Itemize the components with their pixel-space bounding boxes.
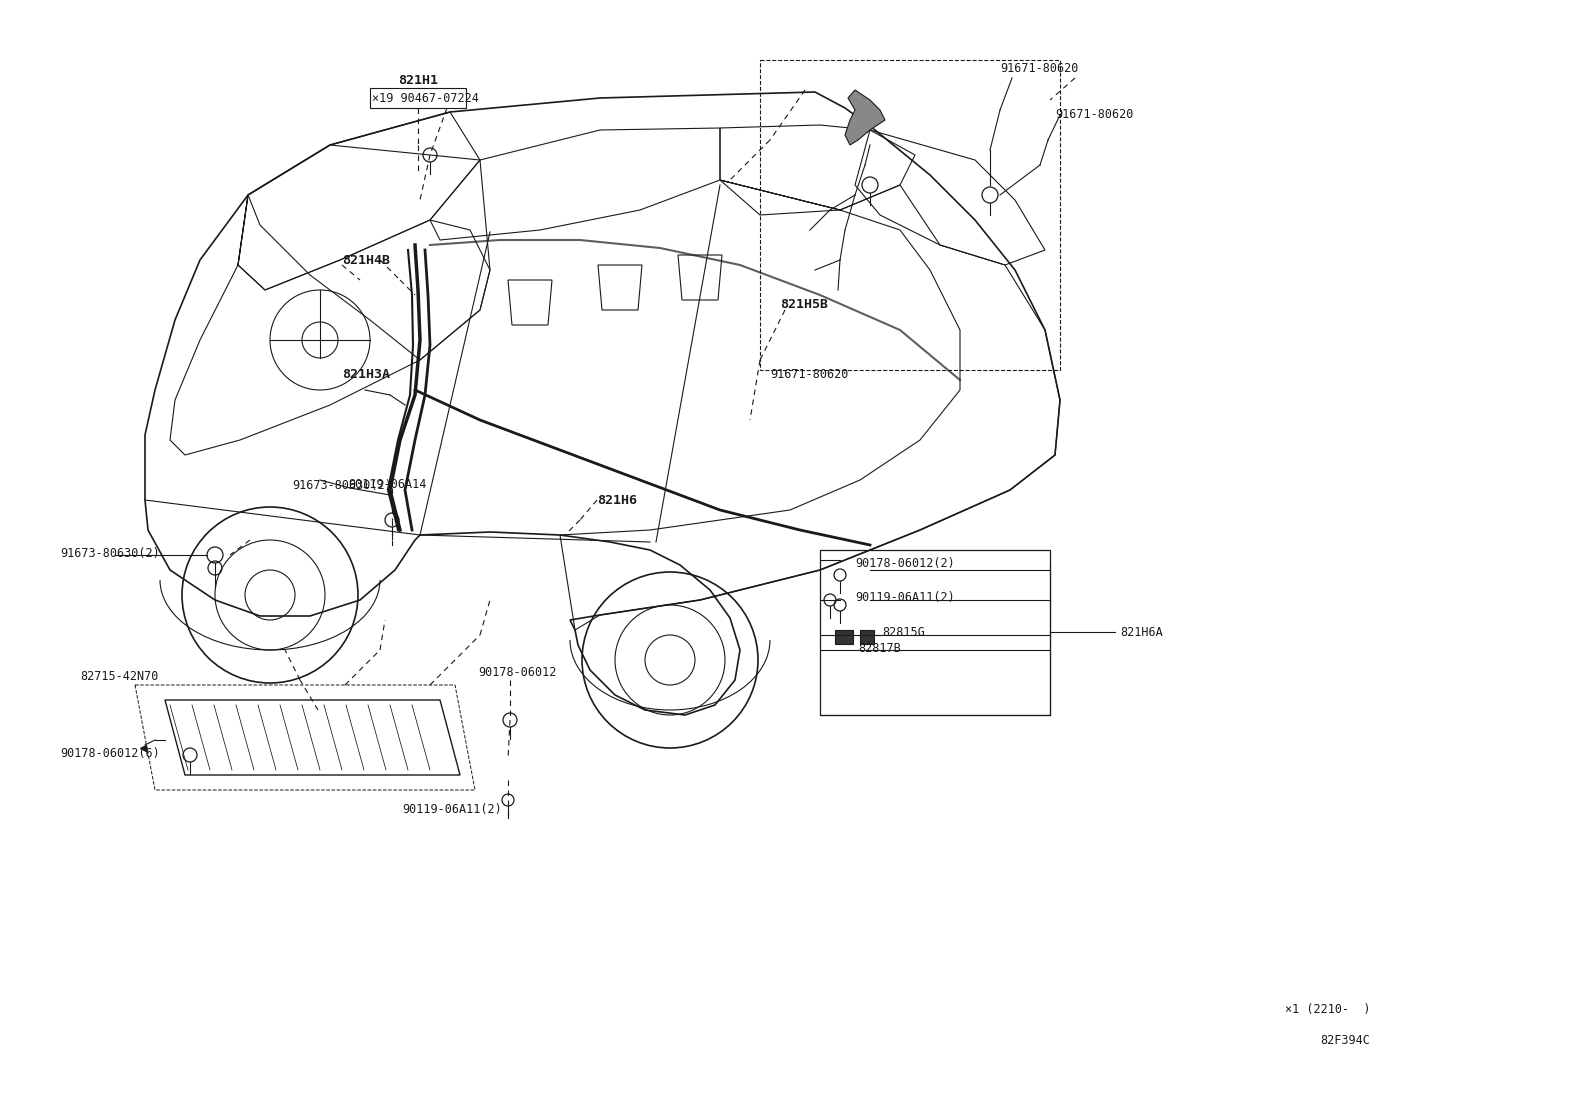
Text: 82F394C: 82F394C — [1320, 1033, 1369, 1046]
Text: 821H3A: 821H3A — [342, 368, 390, 381]
Text: 821H5B: 821H5B — [780, 299, 828, 311]
Text: 90119-06A14: 90119-06A14 — [349, 478, 427, 491]
Text: 90178-06012: 90178-06012 — [478, 666, 556, 678]
Text: 90178-06012(2): 90178-06012(2) — [855, 556, 955, 569]
Text: 91671-80620: 91671-80620 — [771, 368, 849, 381]
Bar — [860, 630, 874, 644]
Bar — [834, 630, 853, 644]
Bar — [759, 60, 1060, 370]
Text: 821H1: 821H1 — [398, 74, 438, 87]
Bar — [820, 550, 1051, 715]
Text: 821H6: 821H6 — [597, 493, 637, 507]
Text: ×1 (2210-  ): ×1 (2210- ) — [1285, 1003, 1371, 1017]
Bar — [369, 88, 466, 108]
Text: 821H6A: 821H6A — [1121, 625, 1162, 639]
Text: 821H4B: 821H4B — [342, 254, 390, 266]
Text: 91673-80630(2): 91673-80630(2) — [291, 478, 392, 491]
Text: 90119-06A11(2): 90119-06A11(2) — [403, 803, 501, 817]
Polygon shape — [845, 90, 885, 145]
Text: 82715-42N70: 82715-42N70 — [80, 670, 158, 684]
Text: 91673-80630(2): 91673-80630(2) — [60, 546, 159, 559]
Text: 82817B: 82817B — [858, 643, 901, 655]
Text: 82815G: 82815G — [882, 626, 925, 640]
Text: 91671-80620: 91671-80620 — [1000, 62, 1078, 75]
Text: 90178-06012(6): 90178-06012(6) — [60, 746, 159, 759]
Text: 91671-80620: 91671-80620 — [1055, 109, 1134, 122]
Text: ×19 90467-07224: ×19 90467-07224 — [373, 91, 479, 104]
Text: 90119-06A11(2): 90119-06A11(2) — [855, 591, 955, 604]
